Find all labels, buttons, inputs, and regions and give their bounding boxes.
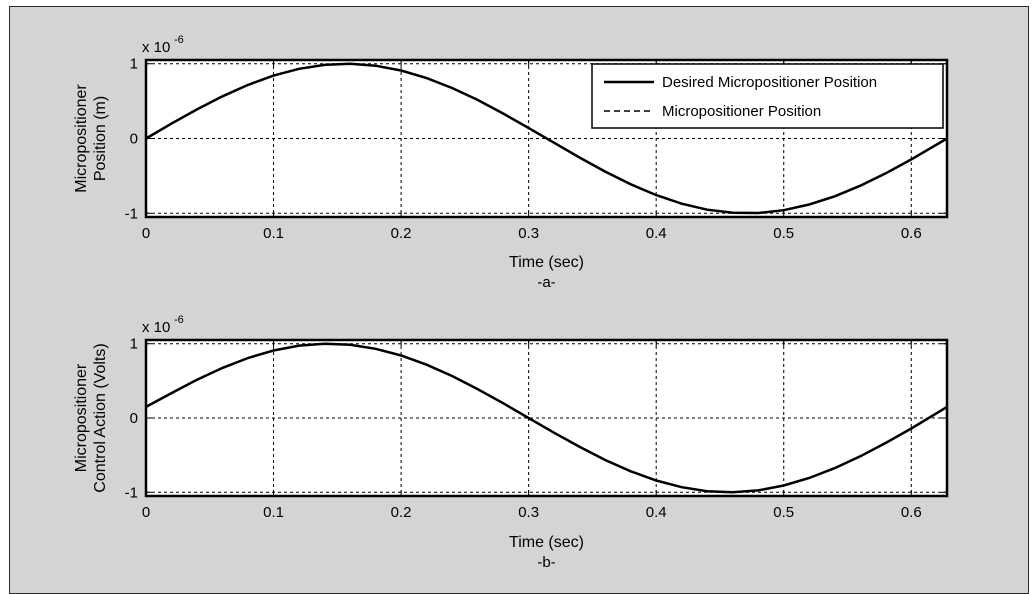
exponent-label: x 10: [142, 319, 170, 336]
exponent-power: -6: [174, 314, 184, 326]
x-tick-label: 0.2: [391, 504, 412, 521]
legend-entry-label: Desired Micropositioner Position: [662, 74, 877, 91]
series-line-desired: [145, 342, 948, 494]
exponent-power: -6: [174, 34, 184, 46]
y-tick-label: 0: [130, 410, 138, 427]
x-axis-label: Time (sec): [509, 534, 584, 551]
x-tick-label: 0.3: [518, 504, 539, 521]
y-tick-label: -1: [125, 484, 138, 501]
y-axis-label-line: Micropositioner: [73, 363, 90, 472]
series-line-desired: [145, 62, 948, 215]
y-axis-label-line: Position (m): [92, 96, 109, 181]
y-tick-label: 1: [130, 336, 138, 353]
legend: Desired Micropositioner Position Micropos…: [591, 63, 944, 129]
y-tick-label: 0: [130, 131, 138, 148]
legend-entry-label: Micropositioner Position: [662, 103, 821, 120]
x-tick-label: 0.6: [901, 225, 922, 242]
x-tick-label: 0.2: [391, 225, 412, 242]
legend-box: [591, 63, 944, 129]
panel-label: -b-: [537, 554, 555, 571]
x-tick-label: 0.1: [263, 504, 284, 521]
axes-frame: [144, 338, 949, 498]
figure-window: 0 0.1 0.2 0.3 0.4 0.5 0.6 -1 0 1 x 10 -6 Time (sec) -…: [9, 6, 1029, 594]
x-tick-label: 0.1: [263, 225, 284, 242]
x-tick-label: 0.3: [518, 225, 539, 242]
x-tick-label: 0: [142, 225, 150, 242]
x-tick-label: 0.4: [646, 504, 667, 521]
y-axis-label: Micropositioner Control Action (Volts): [73, 343, 109, 492]
x-tick-label: 0.6: [901, 504, 922, 521]
y-axis-label: Micropositioner Position (m): [73, 84, 109, 193]
y-tick-label: 1: [130, 56, 138, 73]
x-tick-label: 0.4: [646, 225, 667, 242]
y-axis-label-line: Control Action (Volts): [92, 343, 109, 492]
exponent-label: x 10: [142, 39, 170, 56]
x-tick-label: 0.5: [773, 225, 794, 242]
y-axis-label-line: Micropositioner: [73, 84, 90, 193]
x-tick-label: 0.5: [773, 504, 794, 521]
axes-frame: [144, 58, 949, 219]
x-tick-label: 0: [142, 504, 150, 521]
x-axis-label: Time (sec): [509, 254, 584, 271]
panel-label: -a-: [537, 274, 555, 291]
y-tick-label: -1: [125, 205, 138, 222]
